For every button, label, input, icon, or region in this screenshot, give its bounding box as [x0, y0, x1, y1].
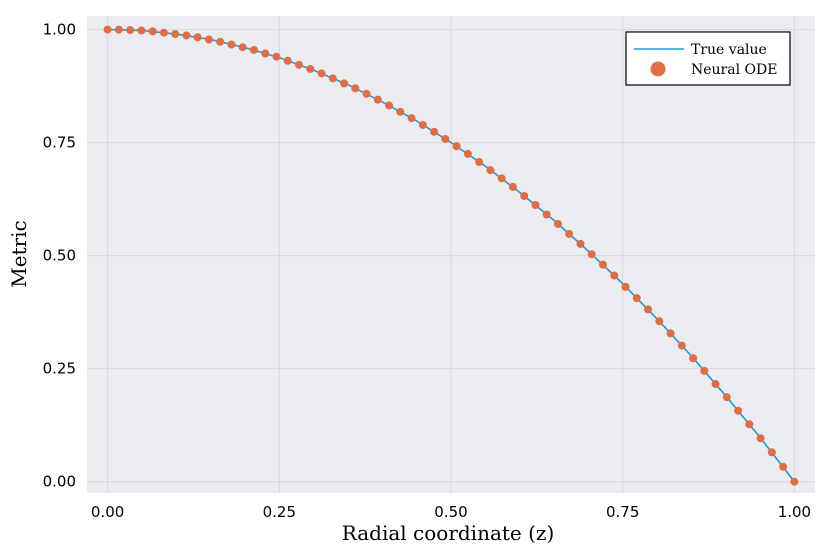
data-point-neural-ode — [103, 25, 112, 34]
data-point-neural-ode — [306, 64, 315, 73]
data-point-neural-ode — [441, 134, 450, 143]
y-tick-label: 0.50 — [43, 247, 76, 265]
data-point-neural-ode — [756, 434, 765, 443]
data-point-neural-ode — [430, 127, 439, 136]
data-point-neural-ode — [542, 210, 551, 219]
x-tick-label: 0.00 — [91, 503, 124, 521]
x-axis-label: Radial coordinate (z) — [342, 521, 555, 545]
legend: True value Neural ODE — [625, 31, 791, 86]
data-point-neural-ode — [171, 30, 180, 39]
data-point-neural-ode — [463, 149, 472, 158]
data-point-neural-ode — [689, 354, 698, 363]
data-point-neural-ode — [328, 74, 337, 83]
legend-label-neural-ode: Neural ODE — [691, 62, 777, 78]
data-point-neural-ode — [767, 448, 776, 457]
data-point-neural-ode — [598, 260, 607, 269]
y-tick-label: 1.00 — [43, 21, 76, 39]
data-point-neural-ode — [340, 79, 349, 88]
legend-swatch-neural-ode — [650, 61, 666, 77]
data-point-neural-ode — [126, 26, 135, 35]
data-point-neural-ode — [621, 282, 630, 291]
data-point-neural-ode — [407, 114, 416, 123]
data-point-neural-ode — [497, 174, 506, 183]
data-point-neural-ode — [486, 166, 495, 175]
data-point-neural-ode — [148, 27, 157, 36]
data-point-neural-ode — [632, 294, 641, 303]
y-axis-label: Metric — [7, 220, 31, 288]
data-point-neural-ode — [159, 28, 168, 37]
y-tick-label: 0.25 — [43, 360, 76, 378]
data-point-neural-ode — [396, 107, 405, 116]
data-point-neural-ode — [261, 49, 270, 58]
data-point-neural-ode — [272, 52, 281, 61]
data-point-neural-ode — [238, 43, 247, 52]
x-tick-labels: 0.00 0.25 0.50 0.75 1.00 — [91, 503, 811, 521]
data-point-neural-ode — [779, 462, 788, 471]
data-point-neural-ode — [351, 84, 360, 93]
data-point-neural-ode — [666, 329, 675, 338]
y-tick-label: 0.00 — [43, 473, 76, 491]
data-point-neural-ode — [644, 305, 653, 314]
data-point-neural-ode — [114, 25, 123, 34]
data-point-neural-ode — [362, 89, 371, 98]
y-tick-label: 0.75 — [43, 134, 76, 152]
legend-label-true-value: True value — [691, 42, 767, 58]
data-point-neural-ode — [216, 37, 225, 46]
data-point-neural-ode — [452, 142, 461, 151]
data-point-neural-ode — [587, 250, 596, 259]
x-tick-label: 0.75 — [606, 503, 639, 521]
data-point-neural-ode — [610, 271, 619, 280]
data-point-neural-ode — [204, 35, 213, 44]
data-point-neural-ode — [553, 219, 562, 228]
data-point-neural-ode — [508, 182, 517, 191]
series-layer — [103, 25, 799, 486]
data-point-neural-ode — [475, 158, 484, 167]
data-point-neural-ode — [283, 56, 292, 65]
x-tick-label: 1.00 — [778, 503, 811, 521]
data-point-neural-ode — [531, 200, 540, 209]
data-point-neural-ode — [576, 239, 585, 248]
data-point-neural-ode — [700, 366, 709, 375]
data-point-neural-ode — [249, 45, 258, 54]
legend-box — [625, 31, 791, 86]
data-point-neural-ode — [373, 95, 382, 104]
data-point-neural-ode — [790, 477, 799, 486]
data-point-neural-ode — [227, 40, 236, 49]
data-point-neural-ode — [385, 101, 394, 110]
data-point-neural-ode — [655, 317, 664, 326]
data-point-neural-ode — [295, 60, 304, 69]
x-tick-label: 0.50 — [434, 503, 467, 521]
x-tick-label: 0.25 — [263, 503, 296, 521]
data-point-neural-ode — [520, 191, 529, 200]
data-point-neural-ode — [711, 380, 720, 389]
data-point-neural-ode — [677, 341, 686, 350]
data-point-neural-ode — [418, 120, 427, 129]
data-point-neural-ode — [734, 406, 743, 415]
grid-lines — [87, 16, 815, 493]
data-point-neural-ode — [317, 69, 326, 78]
data-point-neural-ode — [182, 31, 191, 40]
data-point-neural-ode — [745, 420, 754, 429]
data-point-neural-ode — [193, 33, 202, 42]
data-point-neural-ode — [137, 26, 146, 35]
data-point-neural-ode — [722, 393, 731, 402]
y-tick-labels: 0.00 0.25 0.50 0.75 1.00 — [43, 21, 76, 491]
data-point-neural-ode — [565, 229, 574, 238]
